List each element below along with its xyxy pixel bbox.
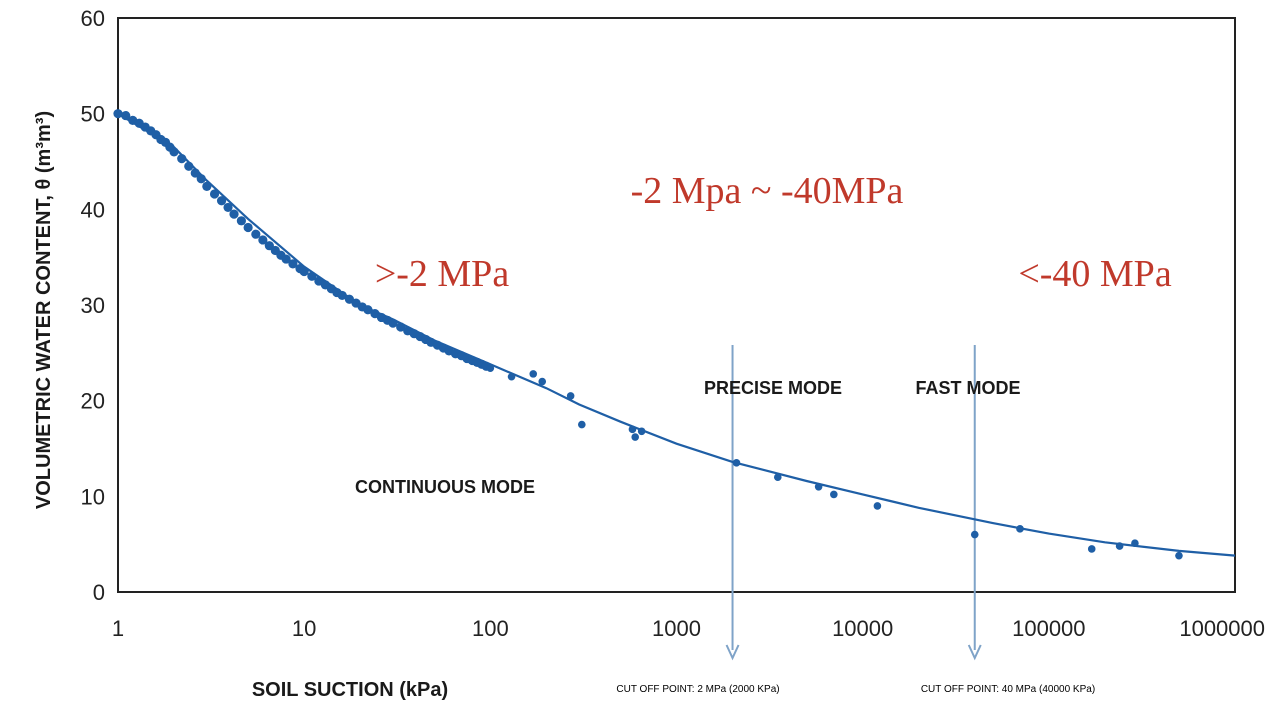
data-point xyxy=(732,459,741,467)
y-tick-label: 30 xyxy=(81,293,105,318)
data-point xyxy=(1175,551,1183,560)
data-point xyxy=(396,322,406,332)
y-tick-label: 0 xyxy=(93,580,105,605)
x-tick-label: 1000000 xyxy=(1179,616,1265,641)
x-tick-label: 1 xyxy=(112,616,124,641)
data-point xyxy=(628,425,637,434)
data-point xyxy=(184,161,194,171)
data-point xyxy=(258,235,268,245)
x-axis-ticks: 1 10 100 1000 10000 100000 1000000 xyxy=(112,616,1265,641)
data-point xyxy=(223,202,233,213)
data-point xyxy=(1016,525,1024,533)
y-tick-label: 60 xyxy=(81,6,105,31)
data-point xyxy=(363,305,373,315)
data-point xyxy=(121,110,131,121)
data-point xyxy=(216,196,227,206)
data-point xyxy=(773,473,782,482)
range-label-below-40mpa: <-40 MPa xyxy=(1018,253,1172,295)
cutoff-arrowhead xyxy=(725,644,740,661)
data-point xyxy=(486,364,495,372)
continuous-mode-label: CONTINUOUS MODE xyxy=(355,477,535,497)
y-tick-label: 10 xyxy=(81,484,105,509)
x-tick-label: 100000 xyxy=(1012,616,1085,641)
data-point xyxy=(1115,542,1124,550)
data-point xyxy=(236,216,246,226)
y-axis-ticks: 0 10 20 30 40 50 60 xyxy=(81,6,105,605)
y-tick-label: 20 xyxy=(81,389,105,414)
cutoff-label-40mpa: CUT OFF POINT: 40 MPa (40000 KPa) xyxy=(921,684,1095,695)
plot-frame xyxy=(117,17,1236,593)
fast-mode-label: FAST MODE xyxy=(915,378,1020,398)
data-point xyxy=(1131,539,1139,548)
x-tick-label: 10 xyxy=(292,616,316,641)
data-point xyxy=(229,209,239,219)
data-point xyxy=(177,154,187,164)
data-points xyxy=(113,109,1183,560)
data-point xyxy=(1087,545,1096,553)
cutoff-label-2mpa: CUT OFF POINT: 2 MPa (2000 KPa) xyxy=(616,684,779,695)
data-point xyxy=(281,254,291,264)
x-axis-title: SOIL SUCTION (kPa) xyxy=(252,679,448,701)
x-tick-label: 10000 xyxy=(832,616,893,641)
data-point xyxy=(830,490,838,499)
data-point xyxy=(637,427,646,436)
data-point xyxy=(970,530,979,539)
data-point xyxy=(190,168,200,178)
data-point xyxy=(307,271,317,281)
data-point xyxy=(873,502,882,510)
data-point xyxy=(243,222,253,233)
y-tick-label: 40 xyxy=(81,197,105,222)
data-point xyxy=(299,266,309,277)
data-point xyxy=(251,229,261,239)
data-point xyxy=(337,290,347,301)
data-point xyxy=(507,372,516,381)
data-point xyxy=(344,294,355,304)
data-point xyxy=(814,482,823,491)
data-point xyxy=(196,174,206,184)
x-tick-label: 1000 xyxy=(652,616,701,641)
data-point xyxy=(202,181,212,191)
cutoff-lines xyxy=(725,345,982,661)
data-point xyxy=(529,370,538,378)
data-point xyxy=(169,147,179,157)
data-point xyxy=(288,259,298,269)
data-point xyxy=(631,433,639,441)
cutoff-arrowhead xyxy=(967,644,982,661)
data-point xyxy=(566,392,575,400)
y-tick-label: 50 xyxy=(81,102,105,127)
y-axis-title: VOLUMETRIC WATER CONTENT, θ (m³m³) xyxy=(33,111,55,509)
data-point xyxy=(113,109,123,119)
data-point xyxy=(538,377,547,386)
data-point xyxy=(209,189,220,199)
x-tick-label: 100 xyxy=(472,616,509,641)
data-point xyxy=(388,318,398,328)
range-label-above-2mpa: >-2 MPa xyxy=(375,253,510,295)
data-point xyxy=(578,420,586,429)
precise-mode-label: PRECISE MODE xyxy=(704,378,842,398)
range-label-2-to-40mpa: -2 Mpa ~ -40MPa xyxy=(631,170,904,212)
